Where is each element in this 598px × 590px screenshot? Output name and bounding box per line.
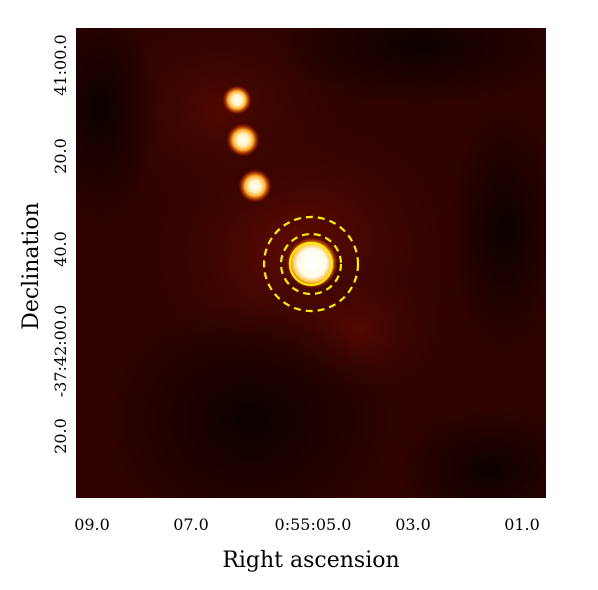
background-annulus-inner [279, 232, 343, 296]
image-panel [76, 28, 546, 498]
y-axis-title: Declination [19, 202, 44, 330]
point-source-2 [226, 123, 260, 157]
x-axis-title: Right ascension [222, 548, 399, 573]
x-tick-label: 07.0 [173, 515, 209, 534]
background-annulus-outer [262, 215, 360, 313]
x-tick-label: 03.0 [395, 515, 431, 534]
source-aperture-region [288, 241, 334, 287]
point-source-3 [238, 169, 272, 203]
y-axis: 41:00.0 20.0 40.0 -37:42:00.0 20.0 Decli… [19, 34, 70, 454]
dark-region-south [110, 300, 390, 498]
target-source [286, 237, 338, 289]
dark-region-southeast [400, 410, 546, 498]
x-tick-label: 09.0 [74, 515, 110, 534]
point-source-1 [222, 85, 252, 115]
dark-region-north [270, 28, 546, 105]
y-tick-label: -37:42:00.0 [51, 305, 70, 398]
x-tick-label: 0:55:05.0 [275, 515, 352, 534]
y-tick-label: 20.0 [51, 418, 70, 454]
dark-region-east [450, 110, 546, 350]
y-tick-label: 20.0 [51, 138, 70, 174]
y-tick-label: 40.0 [51, 231, 70, 267]
dark-region-west [76, 28, 160, 220]
y-tick-label: 41:00.0 [51, 34, 70, 95]
x-tick-label: 01.0 [504, 515, 540, 534]
x-axis: 09.0 07.0 0:55:05.0 03.0 01.0 Right asce… [74, 515, 540, 573]
